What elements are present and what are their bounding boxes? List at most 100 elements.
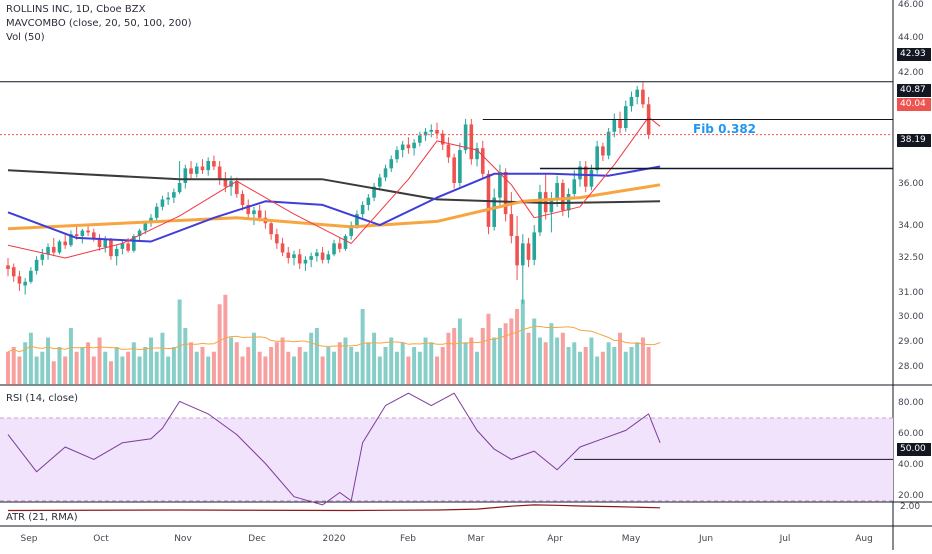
price-tick-label: 46.00 — [898, 0, 924, 10]
volume-bar — [332, 351, 337, 385]
price-badge-fib: 38.19 — [897, 134, 931, 147]
time-tick-label: Dec — [248, 534, 265, 544]
candle-body — [480, 148, 485, 174]
candle-body — [635, 89, 639, 97]
volume-bar — [389, 337, 394, 385]
price-tick-label: 30.00 — [898, 312, 924, 322]
candle-body — [275, 234, 279, 244]
candle-body — [246, 204, 251, 215]
candle-body — [57, 241, 62, 253]
candle-body — [212, 161, 216, 167]
candle-body — [458, 150, 462, 183]
volume-bar — [314, 328, 319, 385]
volume-bar — [217, 304, 222, 385]
time-tick-label: Feb — [400, 534, 416, 544]
candle-body — [177, 182, 182, 193]
volume-bar — [492, 337, 497, 385]
candle-body — [623, 106, 628, 129]
volume-bar — [515, 309, 520, 385]
volume-bar — [6, 351, 10, 385]
price-tick-label: 29.00 — [898, 337, 924, 347]
candle-body — [11, 267, 16, 277]
volume-bar — [108, 361, 113, 385]
volume-bar — [309, 332, 314, 385]
volume-bar — [337, 342, 342, 385]
price-badge-last: 40.04 — [897, 98, 931, 111]
volume-bar — [154, 351, 159, 385]
candle-body — [137, 230, 142, 237]
candle-body — [309, 256, 313, 260]
candle-body — [74, 234, 79, 237]
candle-body — [332, 243, 336, 255]
volume-bar — [57, 347, 62, 385]
candle-body — [641, 89, 645, 105]
volume-bar — [600, 351, 605, 385]
volume-bar — [91, 356, 96, 385]
candle-body — [252, 210, 256, 215]
volume-bar — [366, 342, 371, 385]
volume-bar — [583, 347, 588, 385]
candle-body — [217, 166, 222, 180]
volume-bar — [211, 351, 216, 385]
volume-bar — [377, 356, 382, 385]
candle-body — [561, 182, 565, 211]
volume-bar — [503, 323, 508, 385]
candle-body — [515, 236, 519, 266]
candle-body — [492, 197, 496, 227]
volume-bar — [623, 351, 628, 385]
candle-body — [583, 166, 588, 187]
candle-body — [114, 248, 119, 257]
volume-bar — [497, 328, 502, 385]
volume-bar — [97, 337, 102, 385]
candle-body — [343, 236, 348, 249]
candle-body — [63, 241, 67, 246]
candle-body — [97, 237, 102, 248]
candle-body — [240, 193, 245, 205]
candle-body — [80, 230, 85, 237]
candle-body — [606, 131, 611, 156]
volume-bar — [149, 337, 153, 385]
candle-body — [223, 179, 228, 187]
volume-bar — [189, 342, 194, 385]
volume-bar — [537, 337, 542, 385]
rsi-tick-label: 20.00 — [898, 491, 924, 501]
time-tick-label: Jun — [698, 534, 713, 544]
volume-bar — [240, 356, 245, 385]
time-tick-label: Jul — [779, 534, 791, 544]
candle-body — [315, 252, 319, 257]
candle-body — [69, 234, 73, 246]
volume-bar — [429, 342, 434, 385]
volume-bar — [320, 356, 325, 385]
candle-body — [166, 197, 170, 200]
time-tick-label: May — [622, 534, 641, 544]
candle-body — [109, 239, 113, 257]
time-tick-label: Apr — [547, 534, 563, 544]
volume-bar — [274, 342, 279, 385]
volume-bar — [400, 342, 405, 385]
volume-bar — [423, 337, 428, 385]
volume-bar — [360, 309, 365, 385]
volume-bar — [303, 351, 308, 385]
price-tick-label: 42.00 — [898, 68, 924, 78]
rsi-tick-label: 60.00 — [898, 429, 924, 439]
candle-body — [549, 199, 554, 213]
volume-bar — [457, 318, 462, 385]
volume-bar — [606, 342, 611, 385]
rsi-tick-label: 40.00 — [898, 460, 924, 470]
volume-bar — [463, 342, 468, 385]
candle-body — [172, 192, 176, 198]
volume-bar — [269, 347, 274, 385]
volume-bar — [114, 347, 119, 385]
candle-body — [355, 214, 359, 226]
candle-body — [160, 199, 165, 207]
candle-body — [297, 254, 302, 264]
candle-body — [629, 96, 634, 107]
volume-bar — [566, 347, 571, 385]
volume-bar — [234, 342, 239, 385]
time-tick-label: 2020 — [323, 534, 346, 544]
volume-bar — [446, 332, 451, 385]
rsi-label: RSI (14, close) — [6, 393, 79, 404]
candle-body — [257, 210, 262, 218]
candle-body — [383, 168, 388, 178]
